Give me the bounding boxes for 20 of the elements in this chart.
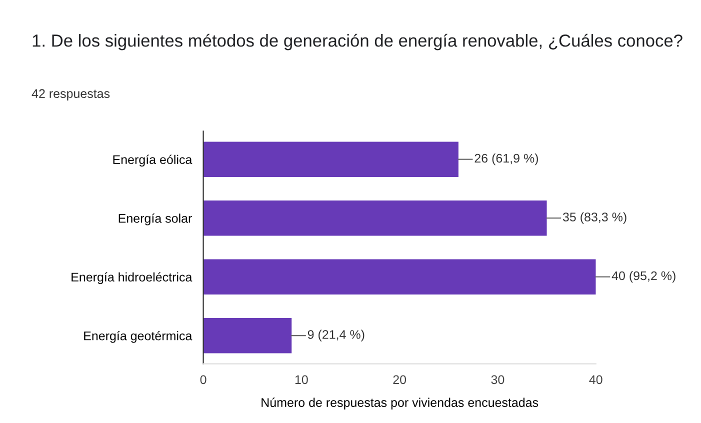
- x-tick-label: 20: [393, 375, 406, 384]
- bar: [203, 259, 596, 294]
- bar: [203, 200, 547, 236]
- data-label: 40 (95,2 %): [612, 271, 676, 283]
- bar: [203, 142, 458, 177]
- chart-title: 1. De los siguientes métodos de generación de energía renovable, ¿Cuáles conoce?: [32, 34, 682, 50]
- y-tick-label: Energía solar: [118, 213, 192, 226]
- data-label: 35 (83,3 %): [562, 212, 626, 224]
- x-tick-label: 30: [491, 375, 504, 384]
- x-tick-label: 10: [295, 375, 308, 384]
- text: 42 respuestas: [32, 89, 110, 100]
- y-tick-label: Energía hidroeléctrica: [72, 272, 192, 284]
- data-label: 26 (61,9 %): [474, 154, 538, 166]
- y-tick-label: Energía geotérmica: [84, 330, 192, 343]
- bar: [203, 318, 292, 354]
- y-tick-label: Energía eólica: [113, 154, 192, 167]
- x-axis-title: Número de respuestas por viviendas encuestadas: [262, 398, 538, 410]
- data-label: 9 (21,4 %): [308, 330, 364, 342]
- x-tick-label: 40: [589, 375, 602, 384]
- x-tick-label: 0: [200, 375, 206, 384]
